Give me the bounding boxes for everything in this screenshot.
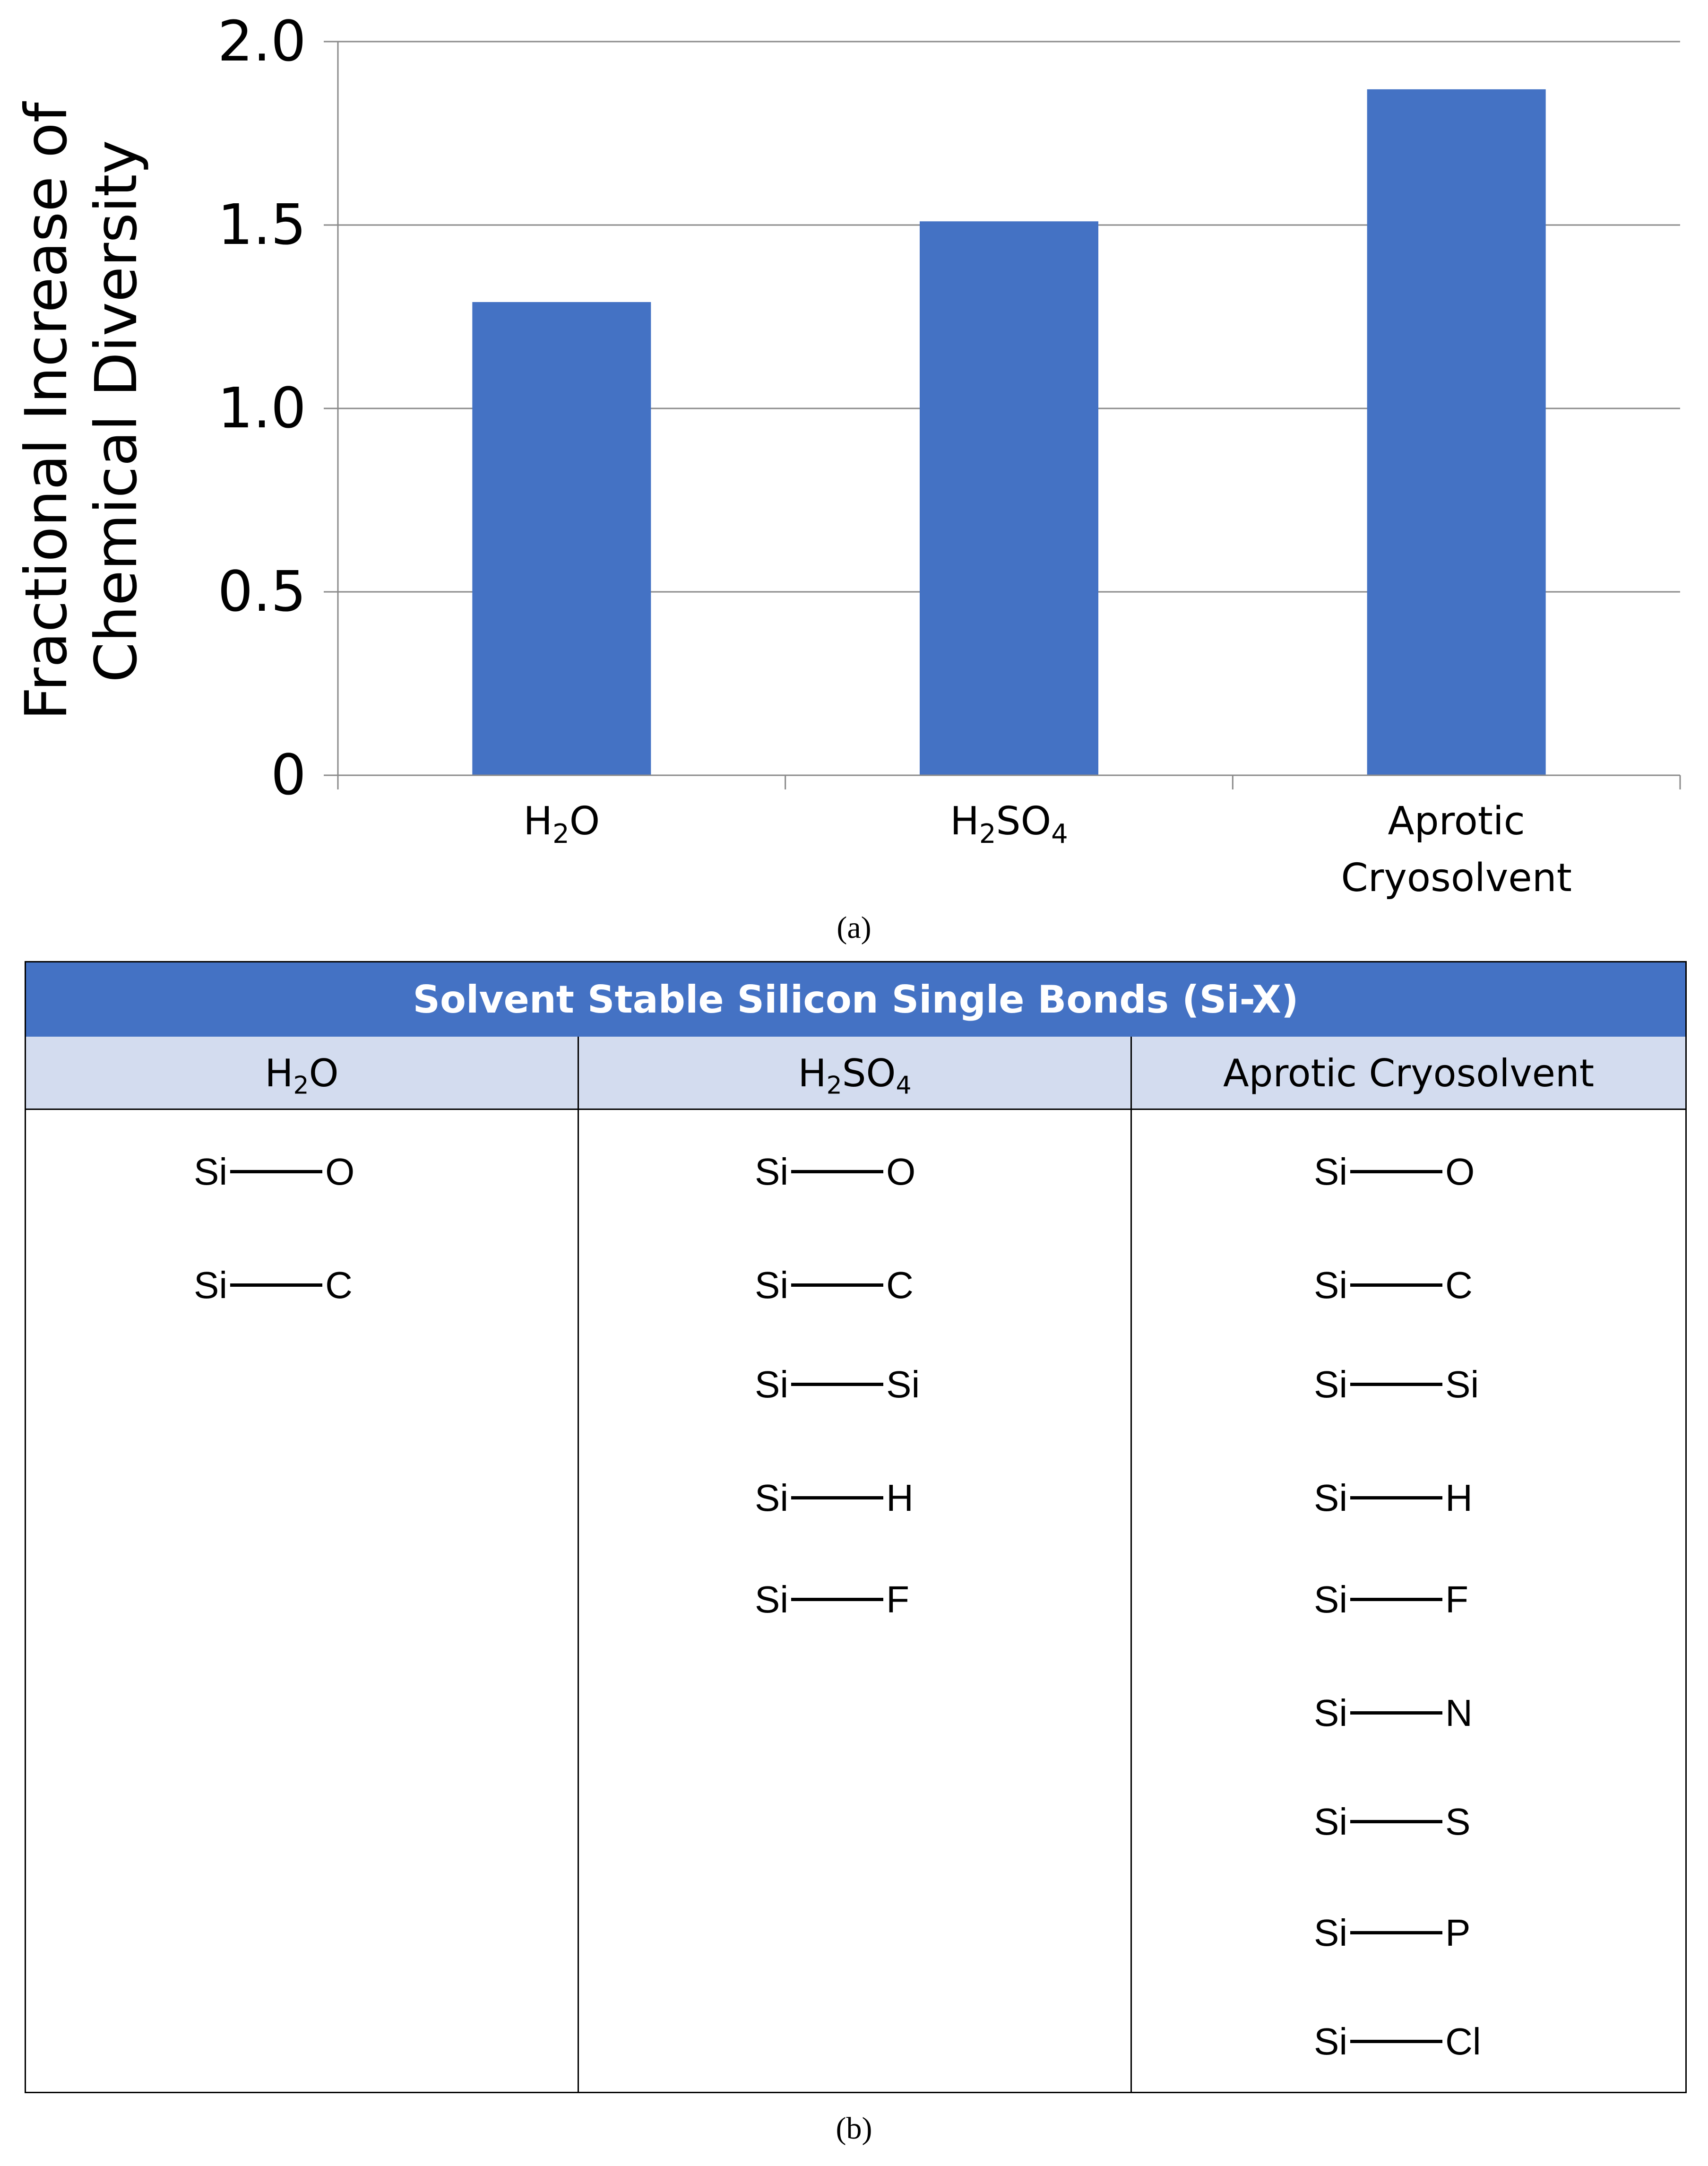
column-body-h2o: Si O Si C [25, 1110, 579, 2093]
y-tick-label: 0 [271, 742, 306, 807]
caption-b: (b) [836, 2111, 872, 2146]
atom-label: Si [886, 1363, 920, 1405]
atom-label: O [325, 1150, 355, 1193]
bond-si-c: Si C [194, 1261, 353, 1306]
atom-label: Si [1314, 1911, 1348, 1954]
atom-label: Si [755, 1363, 789, 1405]
bar-2 [920, 221, 1098, 775]
bond-si-f: Si F [1314, 1576, 1469, 1620]
atom-label: Cl [1445, 2020, 1481, 2062]
atom-label: C [886, 1264, 914, 1306]
bond-si-p: Si P [1314, 1909, 1471, 1954]
atom-label: H [1445, 1476, 1473, 1519]
bond-si-h: Si H [755, 1474, 914, 1519]
bond-line [1350, 1496, 1443, 1500]
atom-label: O [1445, 1150, 1475, 1193]
bond-line [1350, 1931, 1443, 1935]
atom-label: C [1445, 1264, 1473, 1306]
atom-label: F [1445, 1578, 1469, 1620]
atom-label: O [886, 1150, 916, 1193]
atom-label: Si [1314, 1476, 1348, 1519]
atom-label: Si [1314, 1363, 1348, 1405]
bond-si-h: Si H [1314, 1474, 1473, 1519]
bond-line [791, 1496, 884, 1500]
x-tick-label: Aprotic [1388, 799, 1525, 844]
y-axis-title: Chemical Diversity [83, 140, 150, 683]
atom-label: Si [755, 1264, 789, 1306]
column-body-aprotic-cryosolvent: Si O Si C Si Si Si H Si F Si N Si S Si P Si Cl [1130, 1110, 1687, 2093]
bond-si-si: Si Si [1314, 1360, 1479, 1405]
bond-si-o: Si O [1314, 1148, 1475, 1193]
x-tick-label: H2SO4 [950, 799, 1068, 849]
atom-label: Si [1445, 1363, 1479, 1405]
x-tick-label: Cryosolvent [1341, 856, 1571, 901]
y-tick-label: 1.0 [217, 375, 306, 441]
atom-label: Si [1314, 2020, 1348, 2062]
bar-chart: 0 0.5 1.0 1.5 2.0 H2O H2SO4 Aprotic Cryosolvent F… [13, 9, 1681, 901]
bar-3 [1367, 89, 1546, 775]
bond-line [230, 1283, 323, 1287]
bond-si-cl: Si Cl [1314, 2018, 1481, 2062]
column-body-h2so4: Si O Si C Si Si Si H Si F [578, 1110, 1132, 2093]
atom-label: P [1445, 1911, 1471, 1954]
y-tick-label: 2.0 [217, 9, 306, 74]
bond-si-c: Si C [1314, 1261, 1473, 1306]
atom-label: Si [1314, 1691, 1348, 1734]
bond-line [230, 1170, 323, 1174]
bond-line [1350, 1170, 1443, 1174]
atom-label: Si [1314, 1800, 1348, 1843]
bond-si-c: Si C [755, 1261, 914, 1306]
bond-line [1350, 1283, 1443, 1287]
atom-label: Si [755, 1578, 789, 1620]
atom-label: F [886, 1578, 910, 1620]
atom-label: Si [1314, 1150, 1348, 1193]
bond-si-o: Si O [194, 1148, 355, 1193]
column-header-aprotic-cryosolvent: Aprotic Cryosolvent [1130, 1037, 1687, 1110]
column-header-h2so4: H2SO4 [578, 1037, 1132, 1110]
caption-a: (a) [837, 910, 871, 945]
bond-line [791, 1598, 884, 1602]
atom-label: H [886, 1476, 914, 1519]
atom-label: S [1445, 1800, 1471, 1843]
bond-table: Solvent Stable Silicon Single Bonds (Si-… [25, 961, 1687, 2093]
bond-line [1350, 1598, 1443, 1602]
bond-line [1350, 1383, 1443, 1386]
bond-line [791, 1170, 884, 1174]
bond-line [1350, 1820, 1443, 1824]
atom-label: Si [1314, 1264, 1348, 1306]
bond-si-n: Si N [1314, 1689, 1473, 1734]
y-tick-label: 1.5 [217, 192, 306, 257]
atom-label: Si [194, 1264, 228, 1306]
bond-line [1350, 2040, 1443, 2044]
bond-si-o: Si O [755, 1148, 916, 1193]
atom-label: Si [755, 1476, 789, 1519]
x-tick-label: H2O [523, 799, 600, 849]
atom-label: Si [1314, 1578, 1348, 1620]
bond-line [791, 1283, 884, 1287]
y-axis-title: Fractional Increase of [13, 101, 80, 720]
atom-label: N [1445, 1691, 1473, 1734]
bar-1 [472, 302, 651, 775]
bond-line [791, 1383, 884, 1386]
atom-label: Si [755, 1150, 789, 1193]
bond-si-s: Si S [1314, 1798, 1471, 1843]
bond-si-f: Si F [755, 1576, 910, 1620]
bond-line [1350, 1711, 1443, 1715]
atom-label: Si [194, 1150, 228, 1193]
column-header-h2o: H2O [25, 1037, 579, 1110]
table-title: Solvent Stable Silicon Single Bonds (Si-… [25, 961, 1687, 1038]
atom-label: C [325, 1264, 353, 1306]
bond-si-si: Si Si [755, 1360, 920, 1405]
y-tick-label: 0.5 [217, 559, 306, 624]
